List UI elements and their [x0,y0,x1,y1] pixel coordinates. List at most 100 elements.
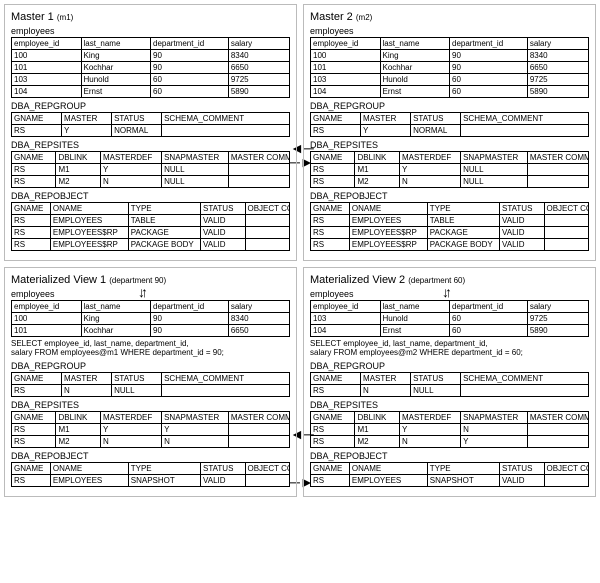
col-header: GNAME [12,462,51,474]
cell: Y [162,423,229,435]
cell: 101 [311,62,381,74]
cell: NORMAL [411,125,461,137]
cell: RS [311,164,355,176]
col-header: salary [228,38,289,50]
table-row: RSM1YNULL [311,164,589,176]
cell: 5890 [228,86,289,98]
cell: RS [311,239,350,251]
cell: 103 [12,74,82,86]
repobject-table: GNAMEONAMETYPESTATUSOBJECT COMMENTRSEMPL… [11,202,290,251]
table-subtitle: DBA_REPOBJECT [310,451,589,461]
cell: RS [12,435,56,447]
col-header: ONAME [349,462,427,474]
cell: Ernst [81,86,151,98]
col-header: MASTER [361,372,411,384]
col-header: GNAME [12,411,56,423]
cell: RS [311,215,350,227]
col-header: department_id [450,301,528,313]
cell: M1 [56,164,100,176]
col-header: GNAME [12,203,51,215]
table-row: RSEMPLOYEESSNAPSHOTVALID [311,474,589,486]
cell: Ernst [380,325,450,337]
col-header: SCHEMA_COMMENT [162,372,290,384]
col-header: MASTER [62,113,112,125]
cell: RS [12,239,51,251]
cell: RS [12,176,56,188]
col-header: department_id [450,38,528,50]
col-header: STATUS [500,203,544,215]
table-row: 101Kochhar906650 [311,62,589,74]
table-subtitle: DBA_REPOBJECT [11,451,290,461]
cell: 5890 [527,86,588,98]
cell: EMPLOYEES [50,215,128,227]
repobject-table: GNAMEONAMETYPESTATUSOBJECT COMMENTRSEMPL… [11,462,290,487]
cell: RS [12,423,56,435]
cell: 9725 [527,313,588,325]
table-subtitle: DBA_REPOBJECT [11,191,290,201]
table-row: RSM1YN [311,423,589,435]
cell: N [162,435,229,447]
panel: Master 1 (m1)employeesemployee_idlast_na… [4,4,297,261]
table-row: 103Hunold609725 [12,74,290,86]
col-header: last_name [81,38,151,50]
col-header: employee_id [12,38,82,50]
cell: TABLE [427,215,499,227]
cell [245,239,290,251]
cell: PACKAGE [427,227,499,239]
table-row: RSEMPLOYEES$RPPACKAGE BODYVALID [12,239,290,251]
col-header: employee_id [311,301,381,313]
cell: N [62,384,112,396]
col-header: MASTERDEF [399,152,460,164]
col-header: salary [527,38,588,50]
cell: 8340 [228,50,289,62]
cell: M2 [355,176,399,188]
col-header: GNAME [311,152,355,164]
panel-subtitle: (department 60) [408,276,465,285]
col-header: MASTER COMMENT [228,411,289,423]
table-subtitle: DBA_REPSITES [11,140,290,150]
col-header: SCHEMA_COMMENT [461,372,589,384]
cell: King [380,50,450,62]
col-header: employee_id [311,38,381,50]
cell: EMPLOYEES$RP [50,239,128,251]
cell: RS [311,384,361,396]
cell [245,474,290,486]
col-header: MASTER COMMENT [228,152,289,164]
col-header: STATUS [201,462,245,474]
table-subtitle: employees [310,26,589,36]
col-header: OBJECT COMMENT [245,462,290,474]
table-subtitle: DBA_REPSITES [310,140,589,150]
cell: 6650 [527,62,588,74]
cell [461,125,589,137]
cell: RS [12,164,56,176]
cell: 5890 [527,325,588,337]
table-subtitle: DBA_REPGROUP [11,101,290,111]
cell [461,384,589,396]
employees-table: employee_idlast_namedepartment_idsalary1… [310,300,589,337]
employees-table: employee_idlast_namedepartment_idsalary1… [310,37,589,98]
cell: 90 [151,50,229,62]
cell: NULL [461,164,528,176]
employees-table: employee_idlast_namedepartment_idsalary1… [11,300,290,337]
cell: NULL [411,384,461,396]
col-header: SCHEMA_COMMENT [162,113,290,125]
col-header: GNAME [12,372,62,384]
table-row: RSM1YNULL [12,164,290,176]
cell: EMPLOYEES$RP [50,227,128,239]
cell: N [399,435,460,447]
cell: EMPLOYEES [349,474,427,486]
cell: PACKAGE [128,227,200,239]
repsites-table: GNAMEDBLINKMASTERDEFSNAPMASTERMASTER COM… [11,151,290,188]
cell: Ernst [380,86,450,98]
panel: Materialized View 1 (department 90)emplo… [4,267,297,497]
cell: Hunold [380,313,450,325]
cell: N [100,435,161,447]
col-header: TYPE [128,462,200,474]
diagram-grid: ◄─ ─► ↓↑ ↓↑ ◄─ ─► Master 1 (m1)employees… [0,0,600,501]
col-header: MASTERDEF [100,411,161,423]
table-subtitle: DBA_REPGROUP [310,361,589,371]
cell: King [81,50,151,62]
employees-table: employee_idlast_namedepartment_idsalary1… [11,37,290,98]
cell: N [361,384,411,396]
cell: 9725 [228,74,289,86]
